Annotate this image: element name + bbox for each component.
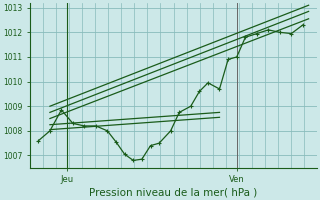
- X-axis label: Pression niveau de la mer( hPa ): Pression niveau de la mer( hPa ): [89, 187, 258, 197]
